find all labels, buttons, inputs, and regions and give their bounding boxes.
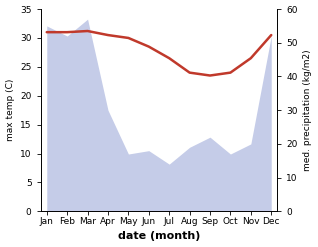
Y-axis label: max temp (C): max temp (C) [5, 79, 15, 141]
Y-axis label: med. precipitation (kg/m2): med. precipitation (kg/m2) [303, 49, 313, 171]
X-axis label: date (month): date (month) [118, 231, 200, 242]
